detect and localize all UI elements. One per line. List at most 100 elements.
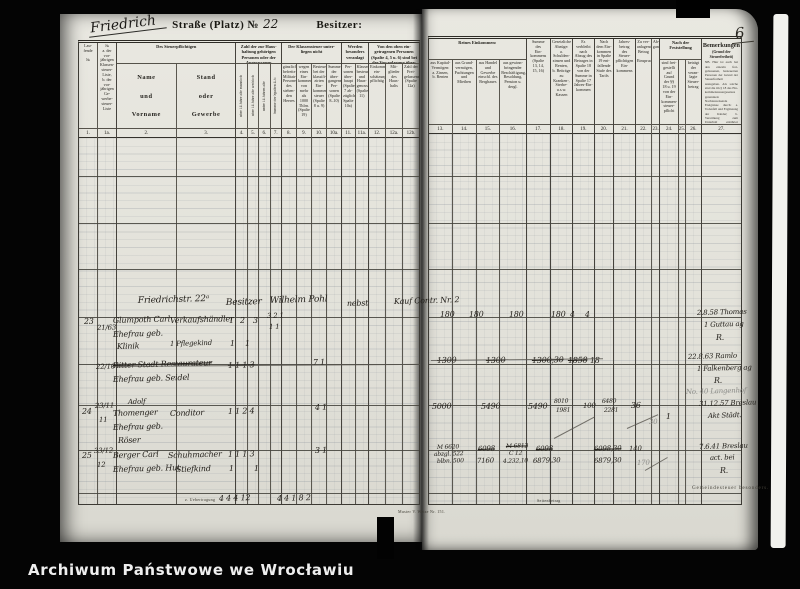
column-17: Summe des Ein-kommens (Spalte 13, 14, 15… [526,39,551,504]
group-label: Werden besonders veranlagt [342,43,369,64]
column-group: Des Steuerpflichtigen Name und Vorname 2. S… [116,43,236,504]
column-body [660,134,678,504]
column-number: 6. [259,128,270,138]
column-label: Ab-gang [652,39,660,49]
street-label: Straße (Platz) № [172,19,260,31]
column-body [500,134,526,504]
street-name-handwritten: Friedrich [87,11,167,38]
column-label: Besteuerte bei der klassifi-zirten Ein-k… [313,64,327,108]
column-number: 22. [635,124,651,134]
column-number: 1a. [98,128,117,138]
column-number: 7. [270,128,281,138]
column-group: Reines Einkommen: aus Kapital-Vermögen: a… [429,39,526,504]
column-number: 11a. [355,128,369,138]
column-4: über 14 Jahre alte männlich 4. [236,64,247,504]
column-body [98,138,117,504]
column-21: Jahres-betrag des Steuer-pflichtigen Ein… [614,39,635,504]
column-19: Es verbleibt nach Abzug des Betrages in … [572,39,594,504]
column-body [327,138,342,504]
row-separator [79,176,419,178]
house-number-handwritten: 22 [263,17,279,31]
column-label: unter 14 Jahren alte [262,81,267,111]
column-number: 23. [651,124,660,134]
column-label: Stand oder Gewerbe [191,74,221,119]
column-group: Gesetzliche Abzüge: a. Schulden-zinsen u… [550,39,572,504]
column-number: 13. [429,124,452,134]
group-label: Des Steuerpflichtigen [117,43,236,64]
column-group: Summe des Ein-kommens (Spalte 13, 14, 15… [525,39,551,504]
column-number: 26. [685,124,701,134]
column-10a: Summe der über-gangenen Per-sonen (Spalt… [326,64,342,504]
column-group: Der Klassensteuer unter-liegen nicht gänz… [280,43,342,504]
group-label: Reines Einkommen: [429,39,526,60]
column-label: Jahres-betrag des Steuer-pflichtigen Ein… [615,39,634,73]
column-number: 17. [526,124,551,134]
column-number: 10. [312,128,327,138]
column-label: Nach dem Ein-kommen in Spalte 19 ent-fal… [596,39,612,78]
column-number: 9. [296,128,312,138]
column-body [386,138,402,504]
column-group: Lau- fende № 1. № a. der vor-jährigen Klas… [79,43,117,504]
column-body [176,138,236,504]
column-body [651,134,660,504]
column-27: Bemerkungen (Grund der Steuerfreiheit) NB.… [701,39,741,504]
row-separator [79,450,419,452]
row-separator [79,223,419,225]
column-body [572,134,594,504]
column-label: Summe des Ein-kommens (Spalte 13, 14, 15… [530,39,547,73]
municipal-tax-stamp: Gemeindesteuer besonders. [692,485,770,491]
column-group: Zahl der zur Haus-haltung gehörigen Pers… [235,43,281,504]
column-11: Per-sonen über-haupt (Spalte 7 ab-züglic… [342,64,355,504]
column-12: Einkommen ein-schätzungs-pflichtig 12. [369,64,385,504]
column-label: über 14 Jahre alte männlich [239,75,244,117]
column-label: Mit-glieder des Haus-halts [388,64,400,89]
column-group: Zu ver-anlagender Betrag Einspruch 22. Ab-… [634,39,660,504]
column-body [452,134,476,504]
column-body [685,134,701,504]
row-separator [429,223,741,225]
column-group: Nach dem Ein-kommen in Spalte 19 ent-fal… [593,39,614,504]
column-number: 18. [551,124,572,134]
column-body [701,134,741,504]
column-body [270,138,281,504]
column-label: Zu ver-anlagender Betrag Einspruch [636,39,651,64]
column-label: Zahl der Frei-gelassenen (Spalte 12a) [403,64,419,89]
column-group: Bemerkungen (Grund der Steuerfreiheit) NB.… [700,39,741,504]
book-binding [413,9,429,550]
form-header: Friedrich Straße (Platz) № 22 Besitzer: [87,11,418,39]
column-body [281,138,296,504]
column-number: 3. [176,128,236,138]
column-label: aus Kapital-Vermögen: a. Zinsen, b. Rent… [430,60,451,80]
column-number: 21. [614,124,635,134]
column-group: Es verbleibt nach Abzug des Betrages in … [571,39,594,504]
column-body [402,138,419,504]
column-number: 16. [500,124,526,134]
column-number: 8. [281,128,296,138]
column-label: aus Grund-vermögen, Pachtungen und Mieth… [454,60,474,85]
column-22: Zu ver-anlagender Betrag Einspruch 22. [635,39,651,504]
column-7: Summe der Spalten 4–6 7. [269,64,281,504]
column-body [369,138,385,504]
column-body [429,134,452,504]
column-body [678,134,685,504]
row-separator [429,364,741,366]
row-separator [79,364,419,366]
column-2: Name und Vorname 2. [117,64,176,504]
column-3: Stand oder Gewerbe 3. [175,64,236,504]
column-group: Von den oben ein-getragenen Personen (Sp… [368,43,419,504]
column-number: 1. [79,128,98,138]
column-13: aus Kapital-Vermögen: a. Zinsen, b. Rent… [429,60,452,504]
column-label: wegen eines Ein-kommens von mehr als 100… [297,64,311,118]
column-number: 12. [369,128,385,138]
column-26: beträgt der veran-lagte Steuer-betrag 26. [684,60,701,504]
column-label: Es verbleibt nach Abzug des Betrages in … [574,39,593,93]
column-group: Jahres-betrag des Steuer-pflichtigen Ein… [613,39,635,504]
form-imprint: Muster V. Weise Nr. 151. [398,509,446,514]
row-separator [79,405,419,407]
column-number: 20. [594,124,614,134]
group-label: Von den oben ein-getragenen Personen (Sp… [369,43,419,64]
column-number: 14. [452,124,476,134]
column-label: Bemerkungen (Grund der Steuerfreiheit) NB.… [702,39,741,124]
column-label: aus Handel und Gewerbe einschl. des Berg… [478,60,498,85]
